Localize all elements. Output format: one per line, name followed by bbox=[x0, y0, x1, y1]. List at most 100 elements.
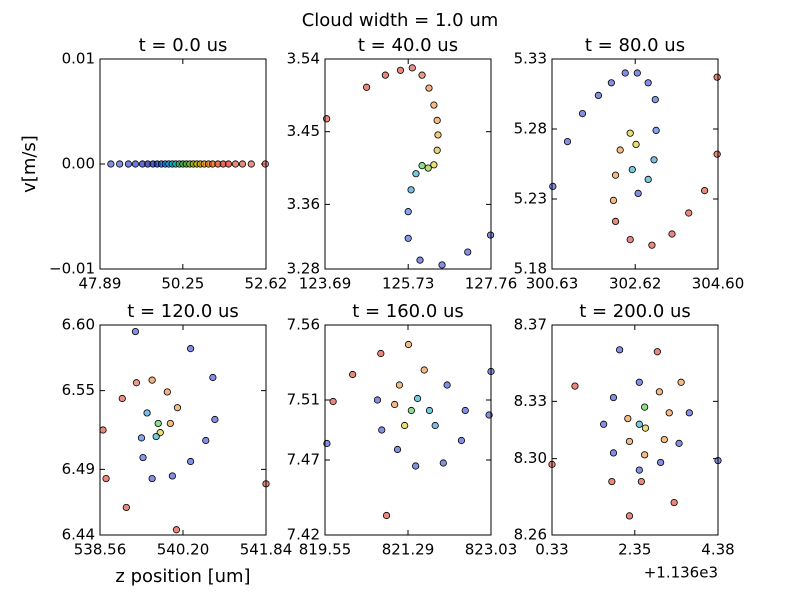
y-tick-label: 6.60 bbox=[62, 316, 95, 334]
x-tick-label: 127.76 bbox=[465, 275, 518, 293]
y-tick-label: 8.33 bbox=[514, 392, 547, 410]
point bbox=[652, 126, 660, 134]
point bbox=[609, 393, 618, 402]
point bbox=[549, 182, 557, 190]
point bbox=[124, 160, 133, 168]
x-tick-label: 123.69 bbox=[299, 275, 352, 293]
point bbox=[139, 453, 147, 462]
point bbox=[624, 414, 632, 423]
point bbox=[231, 160, 240, 168]
point bbox=[625, 512, 634, 520]
point bbox=[685, 409, 693, 417]
subplot-title: t = 120.0 us bbox=[127, 301, 239, 322]
x-tick-label: 300.63 bbox=[526, 275, 579, 293]
y-tick-label: 6.44 bbox=[62, 526, 95, 544]
point bbox=[404, 208, 412, 216]
point bbox=[713, 150, 721, 158]
point bbox=[433, 116, 441, 124]
point bbox=[381, 71, 389, 79]
y-tick-label: 6.55 bbox=[62, 381, 95, 399]
point bbox=[412, 170, 420, 178]
point bbox=[202, 436, 210, 445]
point bbox=[323, 115, 331, 123]
point bbox=[434, 131, 442, 139]
y-tick-label: −0.01 bbox=[49, 260, 95, 278]
point bbox=[148, 474, 156, 483]
point bbox=[633, 69, 641, 77]
point bbox=[154, 419, 162, 428]
x-tick-label: 52.62 bbox=[245, 275, 288, 293]
x-tick-label: 823.03 bbox=[465, 541, 518, 559]
x-tick-label: 304.60 bbox=[692, 275, 745, 293]
point bbox=[608, 477, 616, 486]
point bbox=[152, 432, 160, 441]
point bbox=[632, 140, 640, 148]
point bbox=[131, 327, 140, 336]
x-tick-label: 538.56 bbox=[74, 541, 127, 559]
point bbox=[571, 382, 579, 390]
subplot-title: t = 0.0 us bbox=[139, 35, 228, 56]
point bbox=[431, 421, 439, 430]
point bbox=[443, 381, 451, 389]
point bbox=[418, 71, 426, 79]
point bbox=[701, 187, 709, 195]
point bbox=[677, 378, 685, 386]
point bbox=[238, 160, 247, 168]
point bbox=[611, 217, 620, 225]
point bbox=[247, 160, 255, 168]
point bbox=[609, 449, 618, 457]
x-tick-label: 50.25 bbox=[161, 275, 204, 293]
point bbox=[626, 236, 634, 244]
point bbox=[650, 156, 658, 164]
point bbox=[616, 146, 624, 154]
point bbox=[625, 437, 634, 446]
point bbox=[713, 73, 721, 81]
axes-frame bbox=[324, 58, 492, 270]
figure-title: Cloud width = 1.0 um bbox=[302, 10, 499, 31]
point bbox=[611, 171, 620, 179]
y-tick-label: 0.01 bbox=[62, 50, 95, 68]
point bbox=[209, 373, 217, 382]
x-tick-label: 0.33 bbox=[535, 541, 568, 559]
point bbox=[635, 420, 643, 428]
point bbox=[168, 472, 176, 480]
y-tick-label: 7.56 bbox=[287, 316, 320, 334]
point bbox=[425, 84, 433, 92]
y-tick-label: 3.36 bbox=[287, 195, 320, 213]
subplot-title: t = 40.0 us bbox=[358, 35, 458, 56]
x-tick-label: 819.55 bbox=[299, 541, 352, 559]
x-tick-label: 821.29 bbox=[382, 541, 435, 559]
y-tick-label: 8.37 bbox=[514, 316, 547, 334]
y-tick-label: 3.45 bbox=[287, 122, 320, 140]
y-tick-label: 5.28 bbox=[514, 120, 547, 138]
point bbox=[641, 424, 650, 432]
axes-frame bbox=[551, 324, 719, 536]
point bbox=[665, 409, 673, 417]
point bbox=[131, 160, 140, 168]
point bbox=[412, 462, 420, 470]
point bbox=[644, 175, 652, 183]
point bbox=[407, 406, 415, 415]
point bbox=[404, 340, 413, 349]
point bbox=[430, 101, 438, 109]
axes-frame bbox=[99, 58, 267, 270]
point bbox=[391, 400, 399, 409]
point bbox=[628, 166, 636, 174]
point bbox=[186, 457, 195, 466]
subplot-title: t = 200.0 us bbox=[579, 301, 691, 322]
point bbox=[373, 396, 382, 404]
x-tick-label: 540.20 bbox=[157, 541, 210, 559]
point bbox=[122, 503, 130, 512]
point bbox=[163, 388, 171, 396]
point bbox=[377, 349, 385, 358]
point bbox=[651, 96, 659, 104]
point bbox=[186, 345, 195, 353]
point bbox=[137, 434, 146, 442]
point bbox=[641, 403, 649, 411]
axes-frame bbox=[99, 324, 267, 536]
point bbox=[418, 162, 426, 170]
y-tick-label: 5.18 bbox=[514, 260, 547, 278]
point bbox=[363, 83, 371, 91]
y-tick-label: 6.49 bbox=[62, 460, 95, 478]
